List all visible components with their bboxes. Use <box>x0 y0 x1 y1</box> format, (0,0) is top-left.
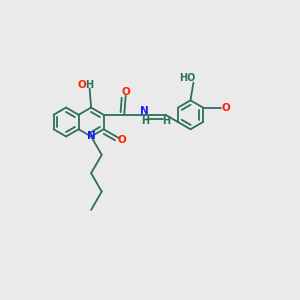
Text: O: O <box>77 80 86 90</box>
Text: H: H <box>141 116 149 126</box>
Text: H: H <box>162 116 170 126</box>
Text: N: N <box>140 106 149 116</box>
Text: N: N <box>87 131 95 142</box>
Text: O: O <box>222 103 230 112</box>
Text: O: O <box>122 87 131 97</box>
Text: H: H <box>85 80 94 90</box>
Text: HO: HO <box>179 73 196 83</box>
Text: O: O <box>117 135 126 145</box>
